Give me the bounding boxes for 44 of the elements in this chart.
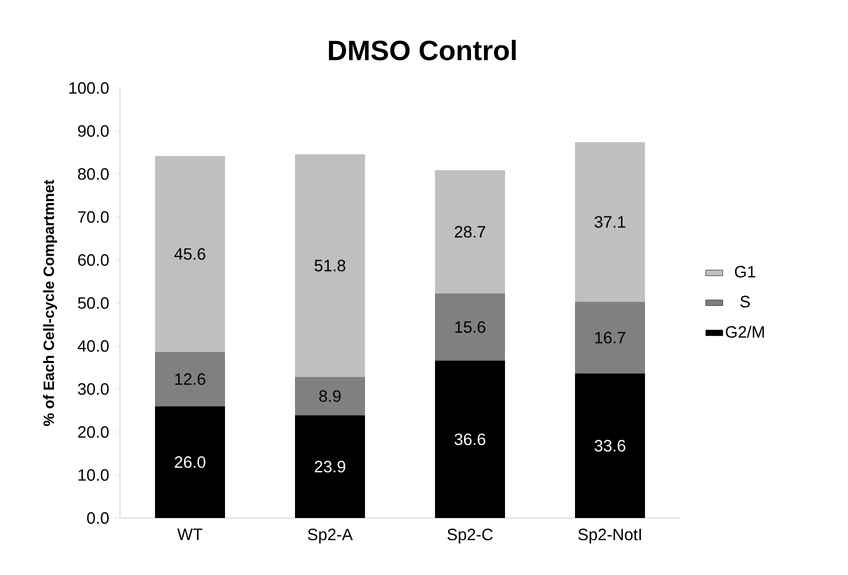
bar: [575, 302, 646, 374]
bar: [155, 156, 225, 352]
data-label: 15.6: [455, 321, 486, 333]
legend-label: G1: [734, 266, 756, 278]
y-tick-label: 80.0: [78, 168, 109, 180]
y-tick-label: 10.0: [78, 469, 109, 481]
x-tick-label: WT: [177, 528, 202, 540]
y-tick-label: 60.0: [78, 254, 109, 266]
data-label: 37.1: [594, 216, 626, 228]
y-tick-label: 50.0: [78, 297, 109, 309]
bar: [435, 294, 506, 361]
data-label: 8.9: [319, 390, 341, 402]
y-tick-label: 30.0: [78, 383, 109, 395]
x-tick-label: Sp2-C: [447, 528, 493, 544]
y-tick-label: 90.0: [78, 125, 109, 137]
data-label: 45.6: [174, 248, 206, 260]
bar: [435, 170, 506, 294]
y-tick-label: 70.0: [78, 211, 109, 223]
data-label: 23.9: [314, 460, 346, 472]
chart-title: DMSO Control: [328, 40, 516, 60]
bar: [435, 360, 506, 518]
bar: [575, 142, 646, 302]
bar: [295, 154, 365, 377]
bar: [155, 406, 225, 518]
data-label: 36.6: [454, 433, 486, 446]
x-tick-label: Sp2-A: [308, 528, 353, 544]
data-label: 26.0: [174, 456, 206, 468]
x-tick-label: Sp2-NotI: [578, 528, 641, 544]
legend-label: S: [740, 296, 750, 308]
data-label: 12.6: [175, 373, 206, 385]
bar: [295, 376, 365, 416]
bar: [155, 352, 225, 406]
bar: [295, 415, 365, 518]
bar: [575, 374, 646, 518]
y-axis-title: % of Each Cell-cycle Compartmnet: [43, 180, 58, 426]
y-tick-label: 20.0: [78, 426, 109, 438]
y-tick-label: 0.0: [87, 512, 109, 524]
data-label: 33.6: [594, 440, 626, 452]
y-tick-label: 40.0: [78, 340, 109, 352]
data-label: 16.7: [595, 332, 626, 344]
legend-label: G2/M: [726, 326, 764, 338]
data-label: 28.7: [454, 226, 486, 238]
y-tick-label: 100.0: [69, 82, 109, 94]
data-label: 51.8: [314, 260, 346, 272]
